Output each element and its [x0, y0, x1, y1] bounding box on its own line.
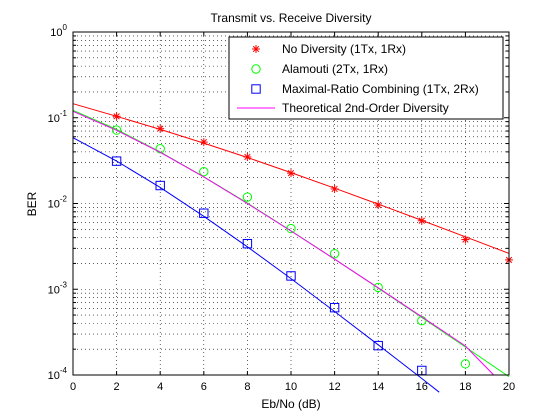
series-2-data-point	[155, 144, 165, 154]
series-1-data-point	[156, 124, 165, 133]
legend-label-4: Theoretical 2nd-Order Diversity	[282, 101, 449, 115]
legend-label-3: Maximal-Ratio Combining (1Tx, 2Rx)	[282, 82, 479, 96]
series-2-data-point	[329, 248, 340, 259]
y-tick-label: 10-1	[48, 109, 68, 125]
legend-label-2: Alamouti (2Tx, 1Rx)	[282, 62, 388, 76]
series-1-data-point	[417, 216, 426, 225]
series-3-data-point	[329, 302, 340, 313]
series-2-data-point	[199, 166, 209, 177]
legend: No Diversity (1Tx, 1Rx) Alamouti (2Tx, 1R…	[228, 36, 504, 120]
series-2-data-point	[111, 125, 122, 135]
legend-label-1: No Diversity (1Tx, 1Rx)	[282, 42, 406, 56]
series-2-data-point	[460, 359, 471, 369]
x-tick-label: 2	[114, 381, 120, 393]
x-tick-label: 8	[244, 381, 250, 393]
series-3-data-point	[155, 180, 165, 191]
x-tick-label: 14	[372, 381, 384, 393]
series-3-data-point	[199, 208, 209, 218]
y-axis-label: BER	[25, 191, 39, 216]
y-tick-label: 10-4	[48, 366, 68, 382]
legend-marker-1	[252, 45, 260, 53]
legend-marker-3	[251, 84, 261, 94]
series-line-4	[72, 110, 495, 376]
y-tick-label: 10-2	[48, 195, 68, 211]
series-2-data-point	[373, 282, 383, 293]
series-3-data-point	[373, 340, 383, 351]
series-1-data-point	[112, 112, 121, 121]
series-line-3	[72, 137, 440, 393]
x-tick-label: 18	[459, 381, 471, 393]
legend-box	[228, 36, 504, 120]
series-1-data-point	[461, 235, 470, 244]
series-group	[72, 103, 513, 393]
grid	[73, 32, 509, 375]
series-1-data-point	[287, 169, 295, 178]
x-tick-label: 4	[157, 381, 163, 393]
series-3-data-point	[242, 238, 253, 249]
x-tick-label: 10	[285, 381, 297, 393]
y-tick-label: 100	[50, 23, 67, 39]
x-tick-label: 0	[70, 381, 76, 393]
chart-title: Transmit vs. Receive Diversity	[211, 11, 372, 25]
y-tick-label: 10-3	[48, 280, 68, 296]
axis-ticks: 0 2 4 6 8 10 12 14 16 18 20 100 10-1 10-2 10-3 10-4	[48, 23, 516, 393]
x-tick-label: 20	[503, 381, 515, 393]
series-2-data-point	[242, 192, 253, 202]
series-1-data-point	[374, 201, 383, 210]
series-1-data-point	[330, 184, 339, 193]
x-tick-label: 6	[201, 381, 207, 393]
x-tick-label: 16	[416, 381, 428, 393]
series-1-data-point	[199, 138, 208, 147]
series-3-data-point	[111, 156, 122, 166]
x-tick-label: 12	[328, 381, 340, 393]
legend-marker-2	[251, 64, 261, 74]
series-1-data-point	[243, 152, 252, 161]
x-axis-label: Eb/No (dB)	[261, 397, 320, 411]
series-3-data-point	[286, 271, 296, 281]
